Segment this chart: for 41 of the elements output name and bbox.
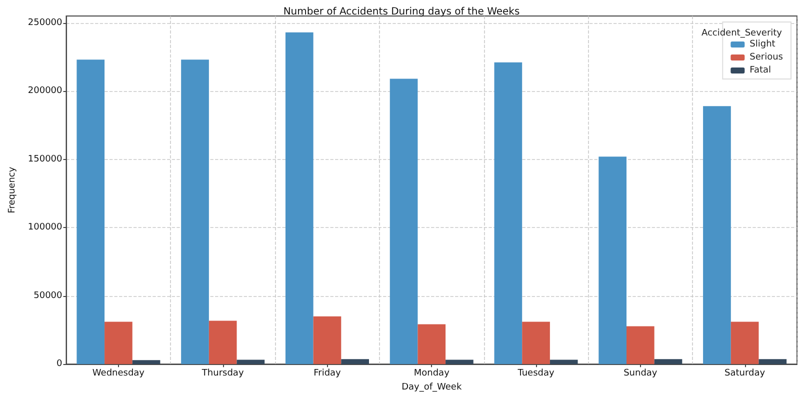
legend-label: Serious [750, 52, 784, 62]
x-axis-title: Day_of_Week [402, 382, 462, 392]
bar [522, 322, 550, 364]
legend-label: Fatal [750, 66, 772, 76]
x-tick-label: Wednesday [92, 368, 146, 379]
bar [390, 78, 418, 364]
bar [341, 359, 369, 364]
x-tick-label: Monday [414, 368, 450, 379]
bar [76, 60, 105, 364]
bar [418, 324, 446, 364]
bar [236, 360, 265, 364]
y-tick-label: 0 [56, 359, 63, 370]
bar [446, 360, 474, 364]
y-tick-label: 50000 [34, 290, 63, 301]
y-tick-label: 200000 [28, 86, 63, 96]
bar [208, 320, 237, 364]
x-tick-label: Thursday [200, 368, 244, 379]
bar [550, 360, 578, 364]
x-tick-label: Sunday [624, 368, 658, 379]
legend-label: Slight [750, 40, 776, 50]
y-tick-label: 250000 [28, 18, 63, 28]
bar [104, 322, 132, 364]
x-tick-label: Saturday [724, 368, 766, 379]
bar [181, 60, 209, 364]
bar [132, 360, 160, 364]
bar [730, 322, 759, 364]
bar [626, 326, 654, 364]
y-tick-label: 150000 [28, 154, 63, 164]
chart-title: Number of Accidents During days of the Weeks [283, 6, 520, 18]
bar [758, 359, 787, 364]
bar [703, 106, 731, 364]
y-axis-title: Frequency [8, 166, 18, 214]
legend-title: Accident_Severity [701, 28, 783, 38]
y-tick-label: 100000 [28, 222, 63, 233]
x-tick-label: Tuesday [516, 368, 555, 379]
bar [598, 156, 626, 364]
bar [313, 316, 342, 364]
bar [654, 359, 682, 364]
x-tick-label: Friday [314, 368, 342, 379]
bar [494, 62, 522, 364]
bar [285, 32, 314, 364]
